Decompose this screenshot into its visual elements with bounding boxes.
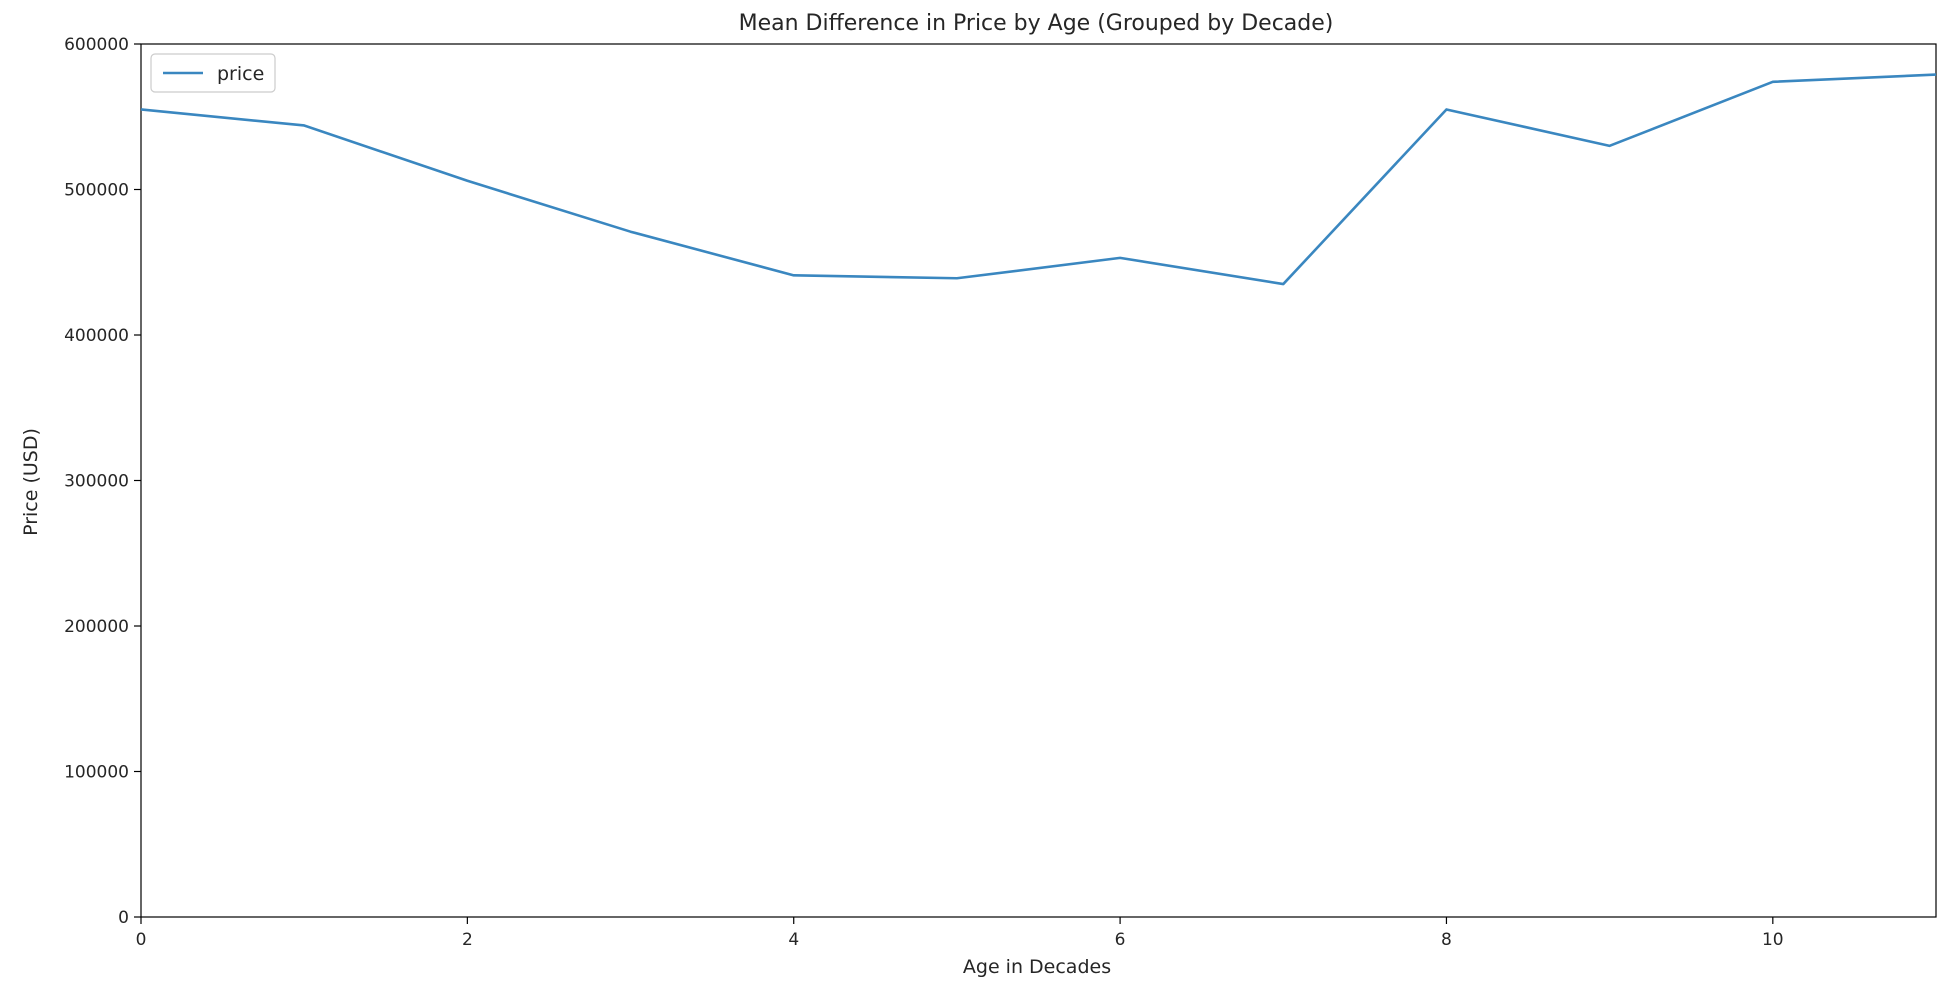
x-tick-label: 0 — [136, 930, 147, 950]
x-tick-label: 4 — [788, 930, 799, 950]
x-tick-label: 10 — [1762, 930, 1784, 950]
y-tick-label: 600000 — [64, 35, 129, 55]
y-tick-label: 400000 — [64, 326, 129, 346]
legend — [150, 53, 276, 93]
legend-label: price — [217, 63, 264, 85]
x-tick-label: 6 — [1115, 930, 1126, 950]
x-axis-label: Age in Decades — [963, 956, 1111, 978]
y-tick-label: 300000 — [64, 472, 129, 492]
x-tick-label: 8 — [1441, 930, 1452, 950]
chart-title: Mean Difference in Price by Age (Grouped… — [739, 11, 1334, 36]
y-tick-label: 0 — [118, 908, 129, 928]
axes-frame — [140, 43, 1937, 918]
series-line-price — [140, 73, 1937, 286]
y-tick-label: 200000 — [64, 617, 129, 637]
x-tick-label: 2 — [462, 930, 473, 950]
y-tick-label: 100000 — [64, 763, 129, 783]
plot-area: 0 2 4 6 8 10 0 100000 200000 300000 400000 500000 60… — [64, 35, 1937, 950]
y-tick-label: 500000 — [64, 181, 129, 201]
y-axis-label: Price (USD) — [20, 428, 42, 536]
